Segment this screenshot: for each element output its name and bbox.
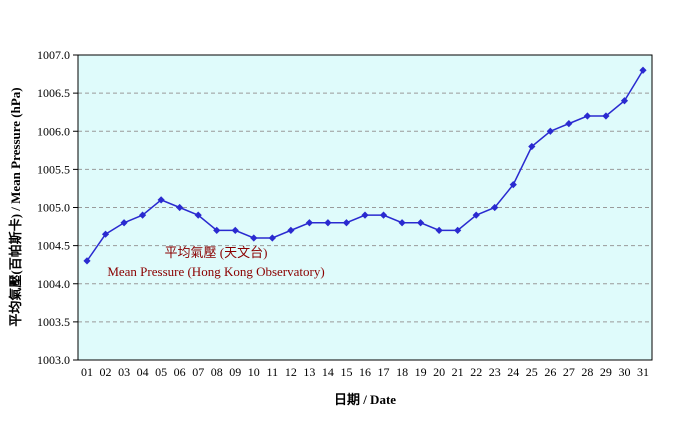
gridlines	[73, 54, 652, 361]
x-tick-label: 11	[267, 365, 279, 379]
x-tick-label: 30	[618, 365, 630, 379]
data-point-marker	[546, 127, 554, 135]
x-tick-label: 13	[303, 365, 315, 379]
x-axis-tick-labels: 01 02 03 04 05 06 07 08 09 10 11 12 13 14 15 16 17 18 19 20…	[81, 365, 649, 379]
data-point-marker	[213, 226, 221, 234]
x-tick-label: 12	[285, 365, 297, 379]
series-label-en: Mean Pressure (Hong Kong Observatory)	[107, 264, 324, 279]
y-axis-tick-labels: 1003.0 1003.5 1004.0 1004.5 1005.0 1005.5 1006…	[37, 48, 70, 367]
y-tick-label: 1005.5	[37, 162, 70, 176]
x-tick-label: 01	[81, 365, 93, 379]
data-point-marker	[305, 219, 313, 227]
data-point-marker	[417, 219, 425, 227]
y-tick-label: 1005.0	[37, 201, 70, 215]
data-point-marker	[176, 203, 184, 212]
x-tick-label: 02	[100, 365, 112, 379]
series-label-zh: 平均氣壓 (天文台)	[165, 245, 268, 260]
data-point-marker	[491, 203, 499, 212]
x-tick-label: 27	[563, 365, 575, 379]
x-tick-label: 23	[489, 365, 501, 379]
data-point-marker	[528, 142, 536, 151]
data-point-marker	[231, 226, 239, 234]
x-tick-label: 26	[544, 365, 556, 379]
data-point-marker	[620, 97, 629, 105]
data-point-marker	[139, 211, 147, 219]
data-point-marker	[639, 66, 647, 74]
data-point-marker	[268, 234, 276, 242]
x-tick-label: 21	[452, 365, 464, 379]
x-tick-label: 15	[340, 365, 352, 379]
y-tick-label: 1004.5	[37, 239, 70, 253]
data-point-marker	[565, 120, 573, 128]
data-point-marker	[379, 211, 388, 219]
x-tick-label: 25	[526, 365, 538, 379]
x-tick-label: 03	[118, 365, 130, 379]
y-tick-label: 1007.0	[37, 48, 70, 62]
x-tick-label: 14	[322, 365, 334, 379]
y-tick-label: 1006.0	[37, 124, 70, 138]
x-tick-label: 20	[433, 365, 445, 379]
x-axis-title: 日期 / Date	[334, 392, 396, 407]
data-point-marker	[83, 257, 91, 265]
x-tick-label: 08	[211, 365, 223, 379]
x-tick-label: 05	[155, 365, 167, 379]
data-point-marker	[454, 226, 462, 234]
x-tick-label: 19	[415, 365, 427, 379]
data-point-marker	[287, 226, 295, 234]
pressure-line-series	[83, 66, 647, 265]
x-tick-label: 06	[174, 365, 186, 379]
data-point-marker	[120, 219, 128, 227]
data-point-marker	[472, 211, 480, 219]
x-tick-label: 24	[507, 365, 519, 379]
x-tick-label: 22	[470, 365, 482, 379]
x-tick-label: 16	[359, 365, 371, 379]
x-tick-label: 28	[581, 365, 593, 379]
data-point-marker	[342, 219, 351, 227]
x-tick-label: 07	[192, 365, 204, 379]
data-point-marker	[324, 219, 332, 227]
x-tick-label: 18	[396, 365, 408, 379]
data-point-marker	[509, 181, 517, 189]
y-axis-title: 平均氣壓(百帕斯卡) / Mean Pressure (hPa)	[8, 87, 23, 326]
data-point-marker	[398, 219, 406, 227]
data-point-marker	[157, 196, 165, 204]
x-tick-label: 29	[600, 365, 612, 379]
x-tick-label: 10	[248, 365, 260, 379]
x-tick-label: 17	[378, 365, 390, 379]
data-point-marker	[361, 211, 369, 219]
y-tick-label: 1004.0	[37, 277, 70, 291]
data-point-marker	[250, 234, 258, 242]
data-point-marker	[602, 112, 610, 120]
data-point-marker	[101, 230, 110, 238]
x-tick-label: 04	[137, 365, 149, 379]
plot-area-border	[77, 54, 653, 361]
y-tick-label: 1003.0	[37, 353, 70, 367]
y-tick-label: 1006.5	[37, 86, 70, 100]
data-point-marker	[583, 112, 591, 120]
x-tick-label: 31	[637, 365, 649, 379]
x-tick-label: 09	[229, 365, 241, 379]
data-point-marker	[435, 226, 443, 234]
y-tick-label: 1003.5	[37, 315, 70, 329]
data-point-marker	[194, 211, 202, 219]
